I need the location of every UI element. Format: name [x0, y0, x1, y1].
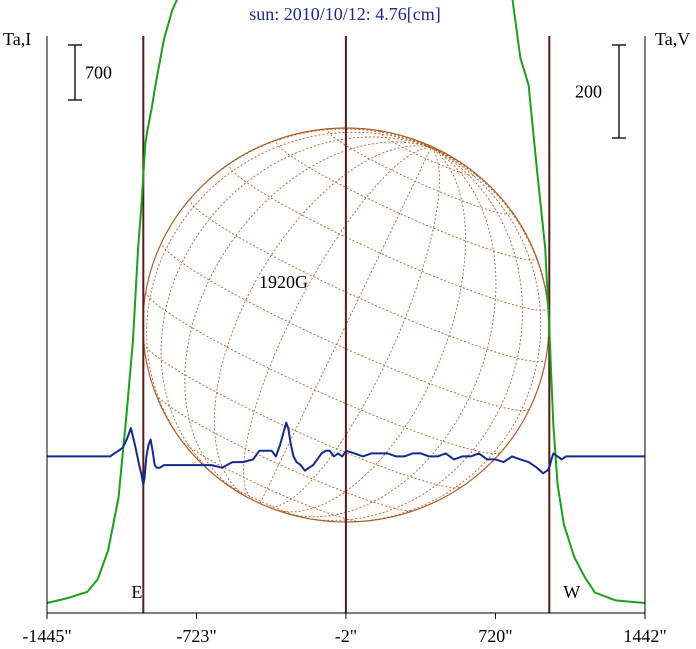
- annotations: 1920G E W: [131, 272, 580, 602]
- limb-label-west: W: [563, 582, 580, 602]
- heliographic-grid-line: [155, 394, 414, 512]
- x-tick-label: -1445": [22, 626, 71, 646]
- heliographic-grid-line: [259, 147, 432, 504]
- heliographic-grid-line: [146, 131, 432, 457]
- heliographic-grid-line: [228, 163, 549, 311]
- heliographic-grid-line: [189, 198, 547, 363]
- heliographic-grid-line: [213, 145, 432, 497]
- chart-title: sun: 2010/10/12: 4.76[cm]: [249, 4, 441, 24]
- heliographic-grid-line: [243, 147, 432, 501]
- annotation-label: 1920G: [259, 272, 308, 292]
- series-line-I: [46, 0, 646, 604]
- heliographic-grid-line: [160, 136, 432, 481]
- left-axis-label: Ta,I: [3, 29, 31, 49]
- solar-disk-grid: [142, 127, 550, 523]
- x-tick-label: -723": [176, 626, 216, 646]
- heliographic-grid-line: [184, 141, 432, 494]
- heliographic-grid-line: [267, 147, 440, 508]
- heliographic-grid-line: [274, 147, 466, 513]
- right-axis-label: Ta,V: [655, 29, 690, 49]
- heliographic-grid-line: [143, 343, 462, 489]
- x-tick-label: 1442": [623, 626, 666, 646]
- heliographic-grid-line: [303, 147, 523, 521]
- series-group: [46, 0, 646, 604]
- x-tick-label: -2": [335, 626, 357, 646]
- heliographic-grid-line: [431, 147, 437, 150]
- heliographic-grid-line: [339, 147, 542, 523]
- series-line-V: [47, 421, 645, 486]
- limb-label-east: E: [131, 582, 142, 602]
- scale-bars: 700 200: [68, 44, 626, 139]
- heliographic-grid-line: [430, 146, 433, 148]
- scale-bar-left-label: 700: [85, 63, 112, 83]
- limb-lines: [142, 36, 551, 613]
- heliographic-grid-line: [280, 147, 497, 518]
- heliographic-grid-line: [161, 128, 432, 242]
- x-axis: -1445" -723" -2" 720" 1442": [22, 36, 667, 646]
- x-tick-label: 720": [478, 626, 512, 646]
- heliographic-grid-line: [380, 131, 477, 177]
- scale-bar-right-label: 200: [575, 82, 602, 102]
